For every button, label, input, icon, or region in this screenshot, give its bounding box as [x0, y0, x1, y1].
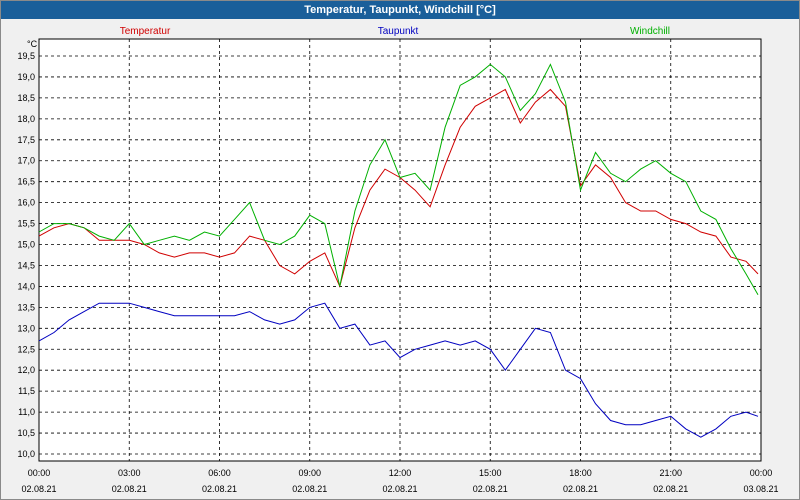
x-tick-date: 02.08.21: [21, 484, 56, 494]
y-tick-label: 17,0: [17, 156, 35, 166]
y-tick-label: 10,0: [17, 449, 35, 459]
grid-lines: [39, 39, 761, 461]
x-tick-time: 00:00: [28, 468, 51, 478]
y-tick-label: 16,5: [17, 177, 35, 187]
x-tick-time: 06:00: [208, 468, 231, 478]
x-tick-date: 02.08.21: [112, 484, 147, 494]
y-tick-label: 12,0: [17, 365, 35, 375]
y-tick-label: 13,0: [17, 323, 35, 333]
y-tick-label: 14,0: [17, 281, 35, 291]
y-tick-label: 14,5: [17, 260, 35, 270]
legend: Temperatur Taupunkt Windchill: [120, 26, 670, 37]
y-tick-label: 10,5: [17, 428, 35, 438]
y-tick-label: 18,0: [17, 114, 35, 124]
legend-windchill: Windchill: [630, 26, 670, 37]
x-tick-time: 00:00: [750, 468, 773, 478]
x-tick-time: 21:00: [659, 468, 682, 478]
x-tick-time: 15:00: [479, 468, 502, 478]
x-tick-date: 02.08.21: [473, 484, 508, 494]
y-axis-unit-label: °C: [27, 39, 38, 49]
y-tick-label: 17,5: [17, 135, 35, 145]
y-tick-label: 11,0: [18, 407, 35, 417]
y-tick-label: 19,0: [17, 72, 35, 82]
y-tick-label: 11,5: [18, 386, 35, 396]
x-tick-date: 02.08.21: [653, 484, 688, 494]
legend-temperatur: Temperatur: [120, 26, 171, 37]
x-tick-date: 03.08.21: [743, 484, 778, 494]
x-tick-date: 02.08.21: [292, 484, 327, 494]
window-title: Temperatur, Taupunkt, Windchill [°C]: [1, 1, 799, 19]
x-tick-time: 18:00: [569, 468, 592, 478]
x-tick-date: 02.08.21: [563, 484, 598, 494]
y-tick-label: 15,0: [17, 240, 35, 250]
y-tick-label: 12,5: [17, 344, 35, 354]
x-tick-time: 03:00: [118, 468, 141, 478]
series-line-windchill: [38, 63, 759, 296]
series-line-taupunkt: [38, 302, 759, 438]
y-tick-label: 15,5: [17, 219, 35, 229]
x-tick-time: 09:00: [298, 468, 321, 478]
y-tick-label: 16,0: [17, 198, 35, 208]
x-tick-date: 02.08.21: [382, 484, 417, 494]
series-lines: [38, 63, 759, 438]
x-tick-time: 12:00: [389, 468, 412, 478]
legend-taupunkt: Taupunkt: [378, 26, 419, 37]
y-tick-label: 18,5: [17, 93, 35, 103]
x-tick-date: 02.08.21: [202, 484, 237, 494]
x-axis-ticks: 00:00 02.08.21 03:00 02.08.21 06:00 02.08.21 0…: [21, 468, 778, 494]
y-axis-ticks: 10,0 10,5 11,0 11,5 12,0 12,5 13,0 13,5 14,0 14,5…: [17, 51, 35, 459]
y-tick-label: 13,5: [17, 302, 35, 312]
y-tick-label: 19,5: [17, 51, 35, 61]
